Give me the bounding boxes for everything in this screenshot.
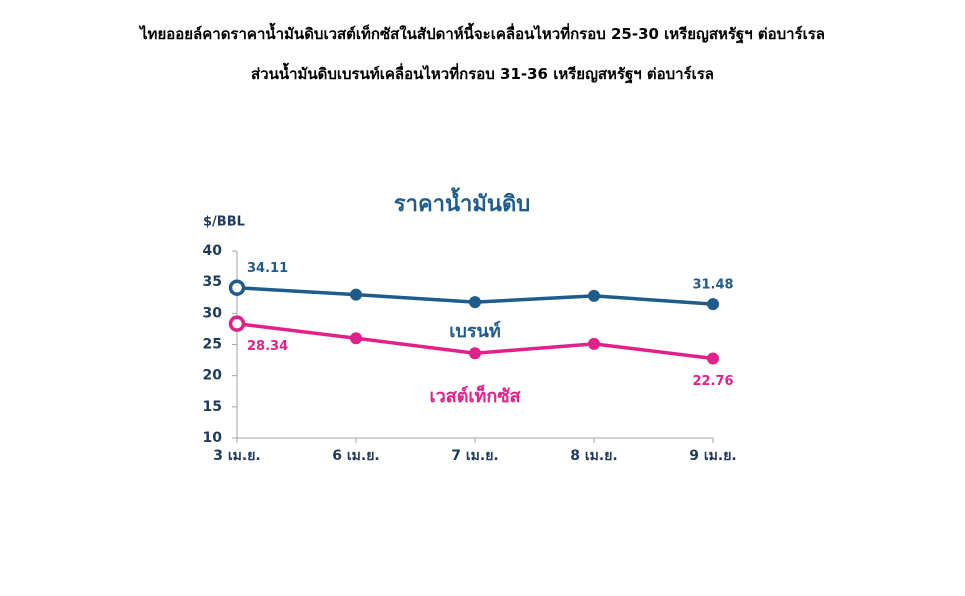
point xyxy=(707,298,719,311)
point xyxy=(228,315,246,332)
page: {"header": {"lines": ["ไทยออยล์คาดราคาน้… xyxy=(140,25,825,464)
y-tick-label: 25 xyxy=(203,337,222,353)
y-tick-label: 20 xyxy=(203,368,223,384)
y-tick-label: 15 xyxy=(203,399,222,415)
data-label: 22.76 xyxy=(692,374,733,389)
chart-title: ราคาน้ำมันดิบ xyxy=(394,187,530,217)
y-tick-label: 35 xyxy=(203,274,222,290)
y-tick-label: 10 xyxy=(203,430,223,446)
y-tick-label: 30 xyxy=(203,305,223,321)
data-label: 34.11 xyxy=(247,261,288,276)
x-tick-label: 6 เม.ย. xyxy=(332,448,379,464)
y-tick-label: 40 xyxy=(203,243,223,259)
headline: ไทยออยล์คาดราคาน้ำมันดิบเวสต์เท็กซัสในสั… xyxy=(140,25,825,43)
point xyxy=(469,347,481,360)
x-tick-label: 8 เม.ย. xyxy=(570,448,617,464)
x-tick-label: 7 เม.ย. xyxy=(451,448,498,464)
point xyxy=(350,332,362,345)
x-tick-label: 3 เม.ย. xyxy=(213,448,260,464)
point xyxy=(350,288,362,301)
y-axis-label: $/BBL xyxy=(203,215,245,230)
series-name: เบรนท์ xyxy=(449,320,500,342)
point xyxy=(588,289,600,302)
point xyxy=(228,279,246,296)
data-label: 28.34 xyxy=(247,339,288,354)
chart: ราคาน้ำมันดิบ $/BBL 10 15 20 25 30 35 40 3 เม.ย… xyxy=(203,187,737,464)
data-label: 31.48 xyxy=(692,278,733,293)
x-tick-label: 9 เม.ย. xyxy=(689,448,736,464)
point xyxy=(469,296,481,309)
headline: ส่วนน้ำมันดิบเบรนท์เคลื่อนไหวที่กรอบ 31-… xyxy=(251,65,714,83)
series-name: เวสต์เท็กซัส xyxy=(429,384,521,407)
point xyxy=(588,337,600,350)
point xyxy=(707,352,719,365)
